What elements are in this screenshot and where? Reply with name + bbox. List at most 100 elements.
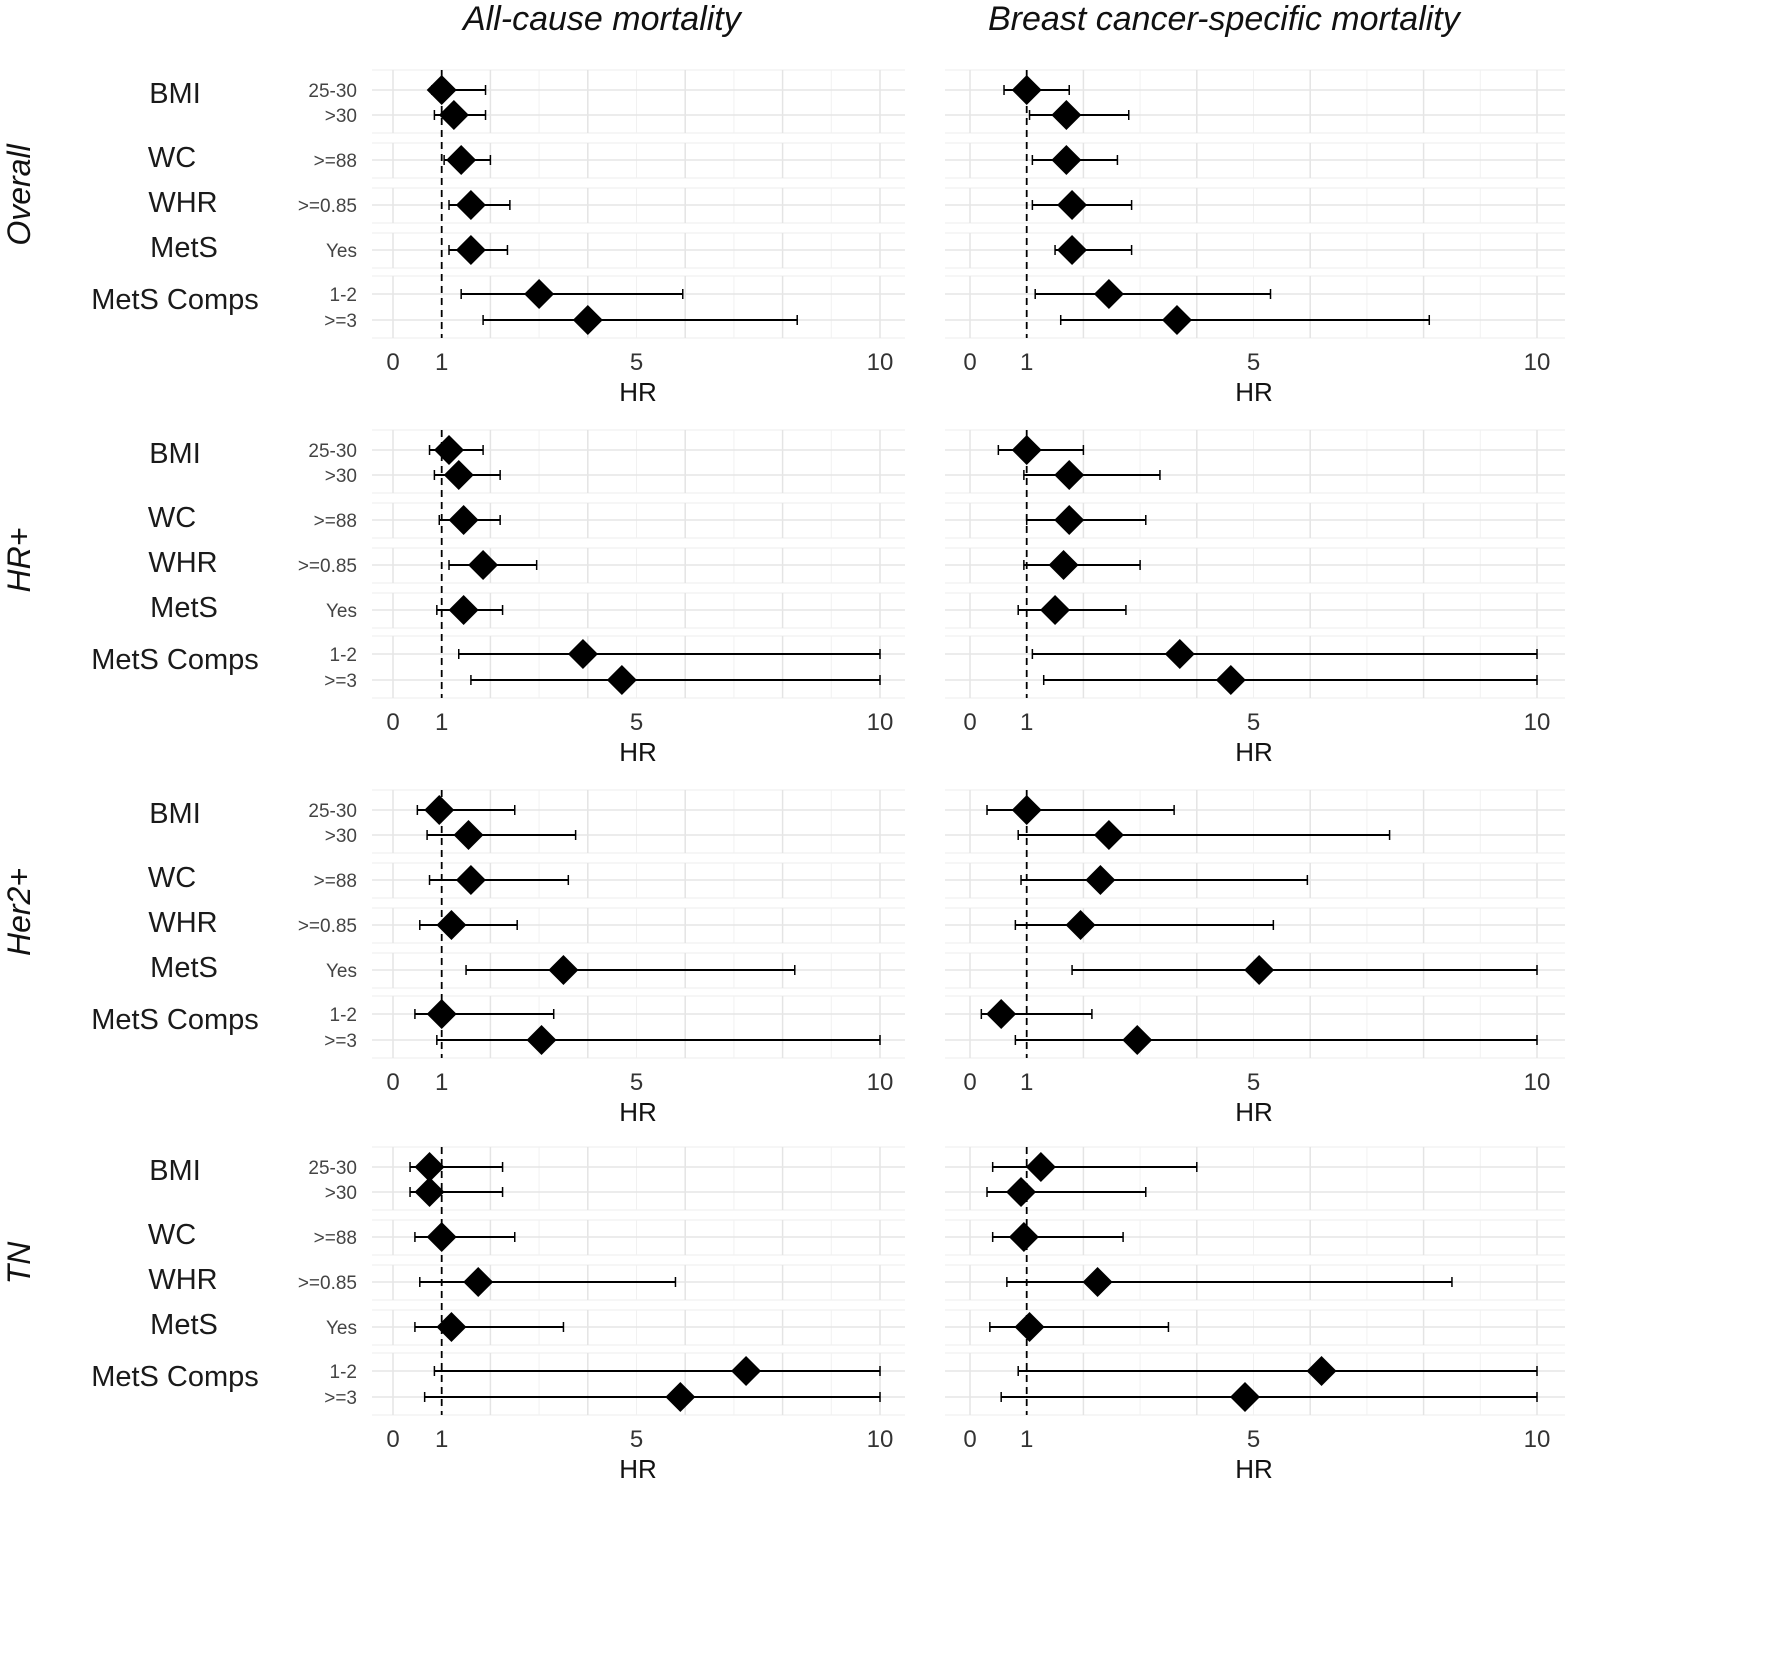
row-label-hr: >30 — [325, 466, 357, 487]
row-label-her2: 25-30 — [308, 801, 357, 822]
x-tick-label: 0 — [963, 1426, 976, 1453]
x-axis-label: HR — [619, 377, 657, 407]
hr-diamond-cancer-specific — [1164, 639, 1195, 669]
group-label-wc-hr: WC — [148, 502, 196, 534]
hr-diamond-all-cause — [434, 435, 465, 465]
hr-diamond-cancer-specific — [1057, 190, 1088, 220]
group-label-whr-her2: WHR — [148, 907, 217, 939]
hr-diamond-all-cause — [424, 795, 455, 825]
x-tick-label: 5 — [630, 349, 643, 376]
hr-diamond-cancer-specific — [1040, 595, 1071, 625]
row-label-hr: Yes — [326, 601, 357, 622]
hr-diamond-all-cause — [548, 955, 579, 985]
x-tick-label: 1 — [1020, 709, 1033, 736]
group-label-wc-tn: WC — [148, 1219, 196, 1251]
hr-diamond-all-cause — [731, 1356, 762, 1386]
x-tick-label: 1 — [435, 709, 448, 736]
hr-diamond-all-cause — [426, 75, 457, 105]
hr-diamond-all-cause — [455, 190, 486, 220]
group-label-whr-tn: WHR — [148, 1264, 217, 1296]
x-axis-label: HR — [1235, 1454, 1273, 1484]
row-label-hr: >=3 — [324, 671, 357, 692]
hr-diamond-cancer-specific — [1244, 955, 1275, 985]
hr-diamond-cancer-specific — [1011, 435, 1042, 465]
x-axis-label: HR — [1235, 377, 1273, 407]
row-label-hr: >=88 — [314, 511, 357, 532]
hr-diamond-all-cause — [436, 910, 467, 940]
hr-diamond-all-cause — [463, 1267, 494, 1297]
row-label-overall: 25-30 — [308, 81, 357, 102]
x-tick-label: 5 — [630, 1426, 643, 1453]
x-tick-label: 5 — [1247, 1426, 1260, 1453]
row-label-overall: >=88 — [314, 151, 357, 172]
x-tick-label: 5 — [630, 1069, 643, 1096]
x-axis-label: HR — [619, 1097, 657, 1127]
hr-diamond-cancer-specific — [1048, 550, 1079, 580]
row-label-her2: >=0.85 — [298, 916, 357, 937]
subgroup-label-her2: Her2+ — [1, 868, 37, 956]
row-label-overall: 1-2 — [330, 285, 357, 306]
row-label-hr: 1-2 — [330, 645, 357, 666]
group-label-mets-tn: MetS — [150, 1309, 218, 1341]
x-tick-label: 1 — [1020, 1426, 1033, 1453]
hr-diamond-all-cause — [572, 305, 603, 335]
row-label-tn: >=3 — [324, 1388, 357, 1409]
group-label-wc-overall: WC — [148, 142, 196, 174]
x-axis-label: HR — [619, 1454, 657, 1484]
hr-diamond-all-cause — [606, 665, 637, 695]
hr-diamond-all-cause — [426, 999, 457, 1029]
group-label-mets-overall: MetS — [150, 232, 218, 264]
group-label-bmi-overall: BMI — [149, 78, 201, 110]
hr-diamond-cancer-specific — [1306, 1356, 1337, 1386]
x-tick-label: 0 — [386, 1069, 399, 1096]
row-label-her2: >=3 — [324, 1031, 357, 1052]
hr-diamond-all-cause — [453, 820, 484, 850]
hr-diamond-cancer-specific — [1093, 279, 1124, 309]
hr-diamond-cancer-specific — [1057, 235, 1088, 265]
group-label-mets-comps-tn: MetS Comps — [91, 1361, 259, 1393]
hr-diamond-cancer-specific — [1014, 1312, 1045, 1342]
row-label-her2: Yes — [326, 961, 357, 982]
x-tick-label: 1 — [1020, 349, 1033, 376]
x-tick-label: 10 — [1524, 349, 1551, 376]
hr-diamond-all-cause — [526, 1025, 557, 1055]
x-axis-label: HR — [1235, 737, 1273, 767]
group-label-bmi-her2: BMI — [149, 798, 201, 830]
hr-diamond-cancer-specific — [1054, 505, 1085, 535]
x-tick-label: 5 — [630, 709, 643, 736]
x-tick-label: 10 — [1524, 709, 1551, 736]
row-label-overall: >30 — [325, 106, 357, 127]
x-axis-label: HR — [1235, 1097, 1273, 1127]
group-label-mets-comps-hr: MetS Comps — [91, 644, 259, 676]
hr-diamond-cancer-specific — [1008, 1222, 1039, 1252]
x-tick-label: 5 — [1247, 1069, 1260, 1096]
hr-diamond-cancer-specific — [1051, 100, 1082, 130]
hr-diamond-cancer-specific — [1161, 305, 1192, 335]
row-label-hr: >=0.85 — [298, 556, 357, 577]
hr-diamond-cancer-specific — [1054, 460, 1085, 490]
column-title-cancer-specific: Breast cancer-specific mortality — [988, 0, 1460, 38]
group-label-mets-her2: MetS — [150, 952, 218, 984]
hr-diamond-all-cause — [468, 550, 499, 580]
x-tick-label: 1 — [435, 1069, 448, 1096]
hr-diamond-all-cause — [567, 639, 598, 669]
x-tick-label: 5 — [1247, 349, 1260, 376]
hr-diamond-all-cause — [443, 460, 474, 490]
hr-diamond-cancer-specific — [1215, 665, 1246, 695]
hr-diamond-all-cause — [446, 145, 477, 175]
subgroup-label-hr: HR+ — [1, 528, 37, 593]
hr-diamond-all-cause — [436, 1312, 467, 1342]
row-label-tn: Yes — [326, 1318, 357, 1339]
subgroup-label-tn: TN — [1, 1241, 37, 1285]
row-label-tn: >=88 — [314, 1228, 357, 1249]
row-label-tn: >=0.85 — [298, 1273, 357, 1294]
hr-diamond-cancer-specific — [1122, 1025, 1153, 1055]
group-label-mets-comps-overall: MetS Comps — [91, 284, 259, 316]
x-tick-label: 0 — [963, 709, 976, 736]
group-label-mets-comps-her2: MetS Comps — [91, 1004, 259, 1036]
hr-diamond-all-cause — [448, 595, 479, 625]
hr-diamond-cancer-specific — [1011, 795, 1042, 825]
hr-diamond-all-cause — [414, 1152, 445, 1182]
x-axis-label: HR — [619, 737, 657, 767]
x-tick-label: 0 — [963, 349, 976, 376]
